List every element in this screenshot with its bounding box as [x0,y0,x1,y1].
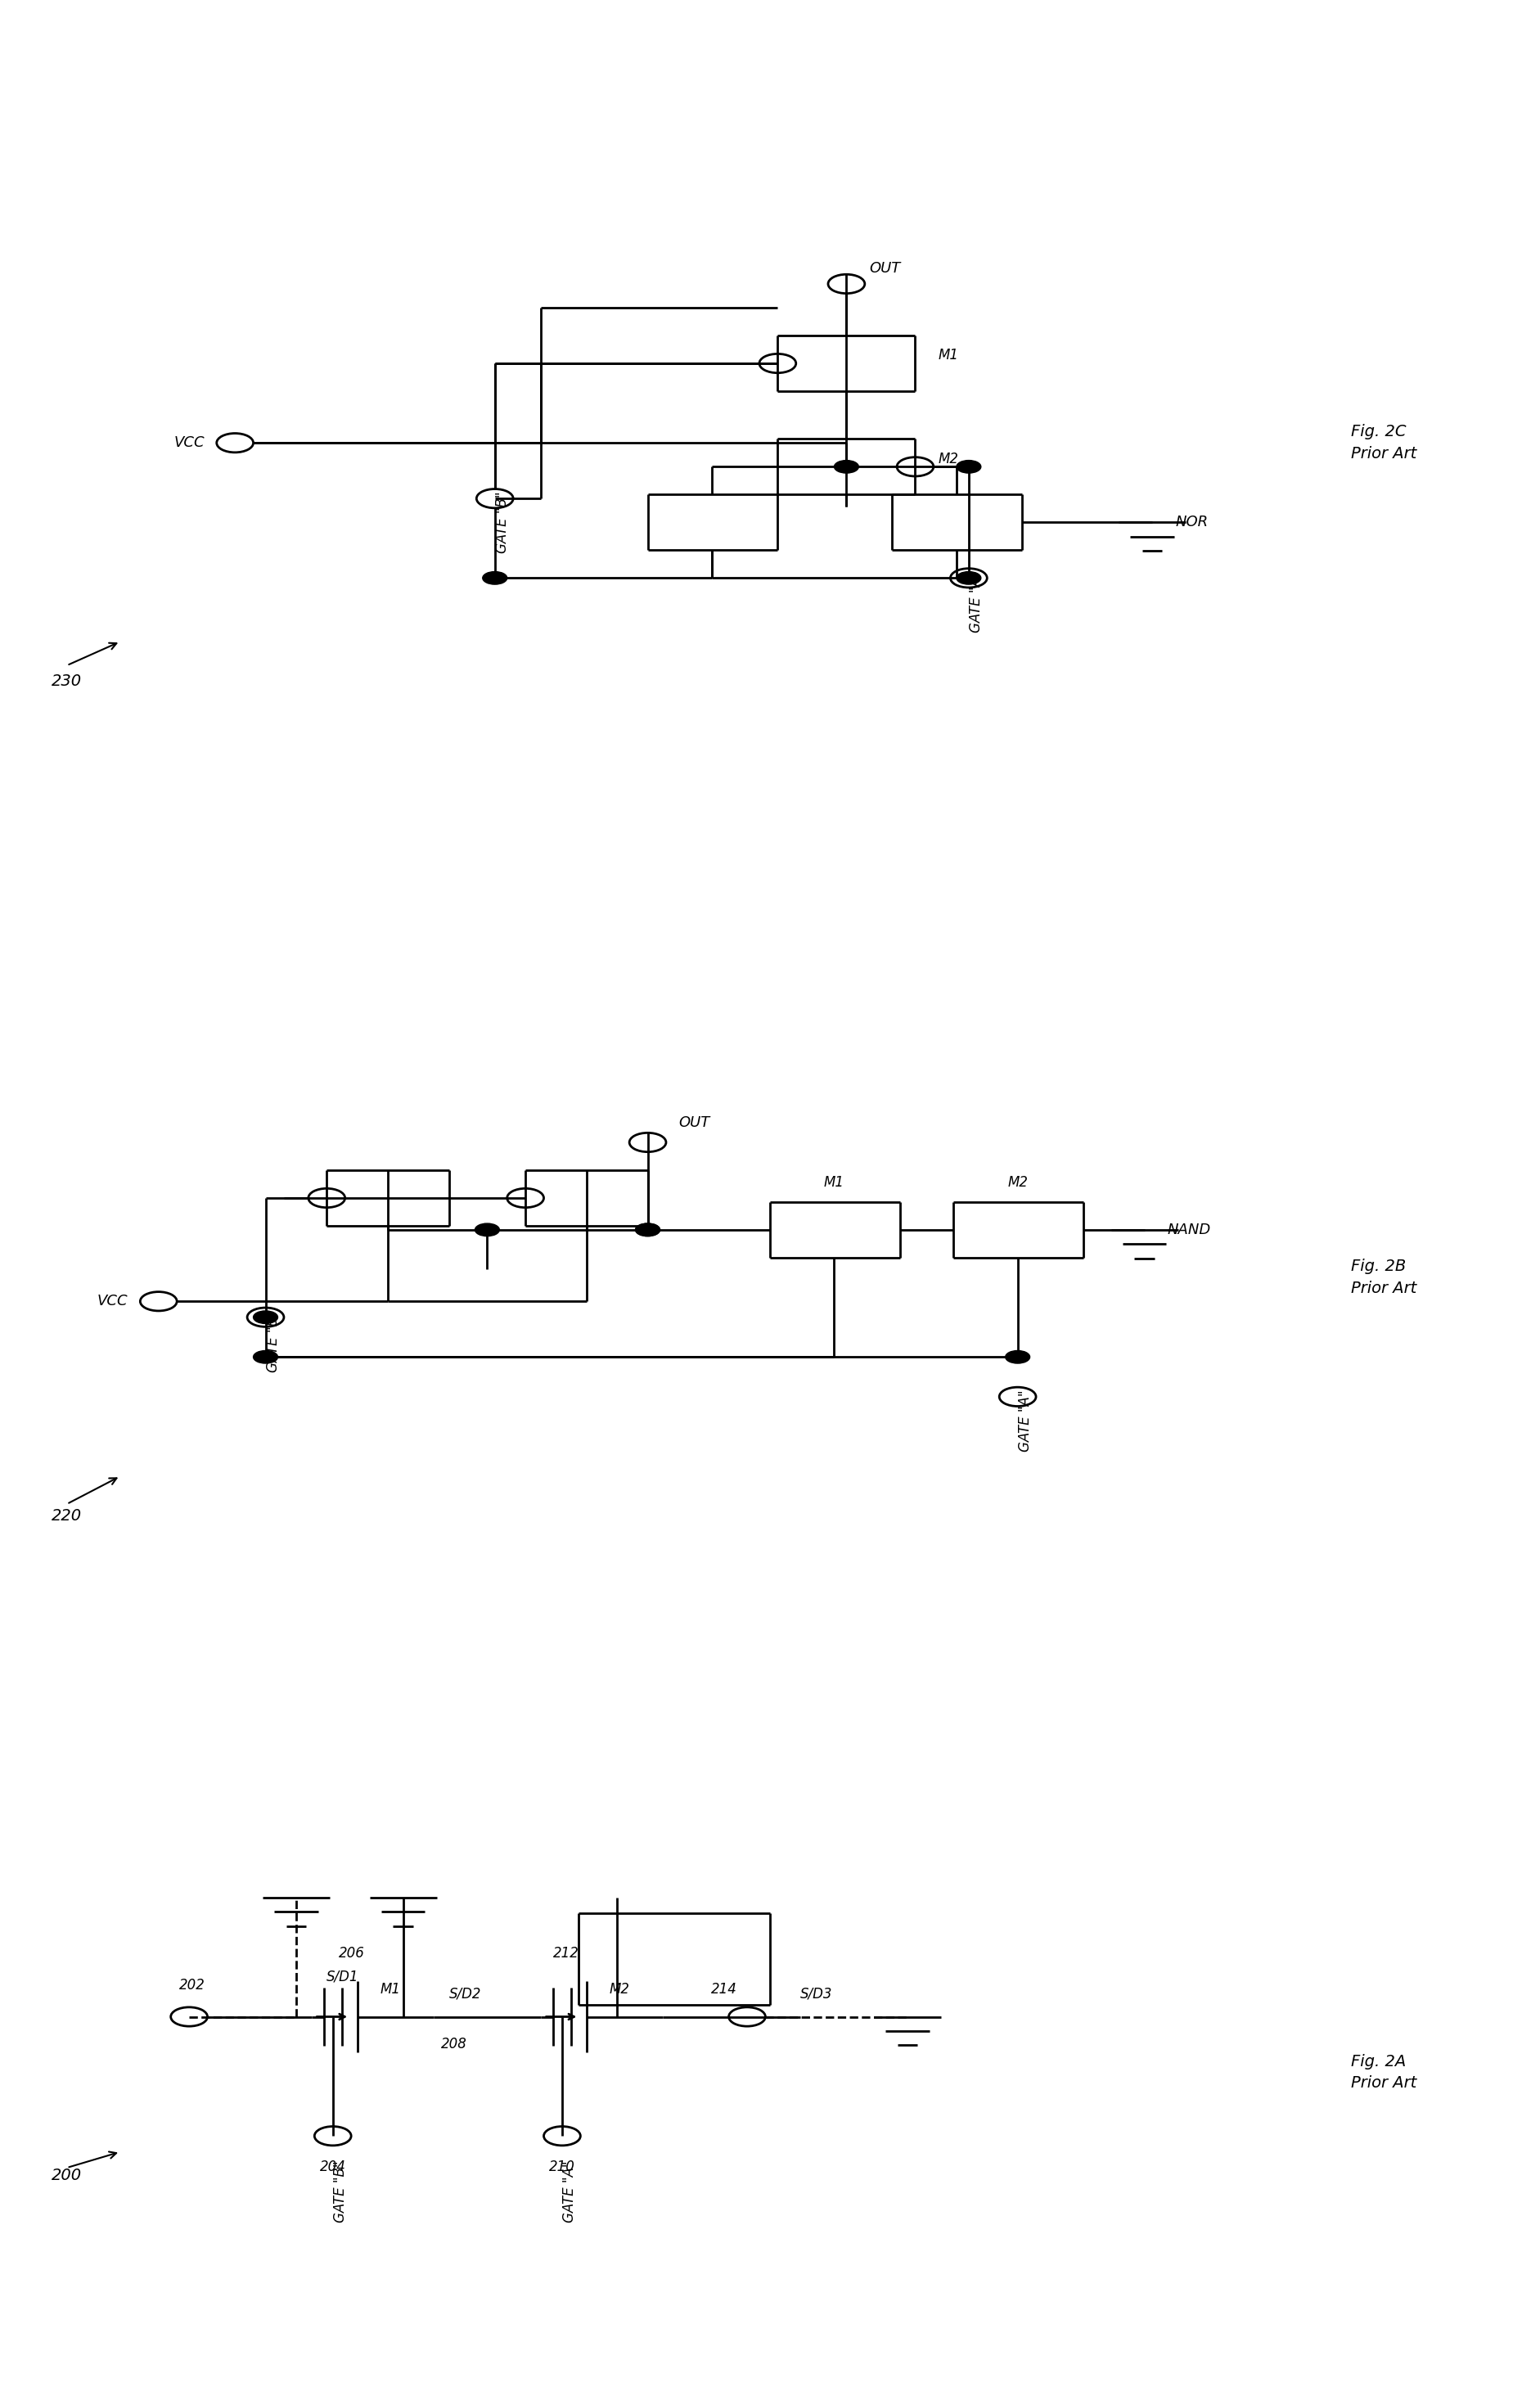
Circle shape [482,573,507,585]
Text: M1: M1 [824,1176,844,1191]
Text: 204: 204 [320,2159,346,2176]
Text: NAND: NAND [1167,1222,1210,1236]
Text: M2: M2 [610,1981,630,1996]
Text: GATE "B": GATE "B" [265,1311,280,1373]
Circle shape [253,1311,277,1323]
Text: 202: 202 [179,1979,205,1993]
Text: OUT: OUT [678,1117,710,1131]
Circle shape [253,1351,277,1363]
Text: M1: M1 [380,1981,400,1996]
Circle shape [636,1224,661,1236]
Text: M2: M2 [938,450,958,467]
Circle shape [835,460,859,472]
Text: 220: 220 [51,1507,82,1524]
Circle shape [1006,1351,1030,1363]
Text: VCC: VCC [97,1294,128,1308]
Text: OUT: OUT [870,261,901,276]
Text: GATE "A": GATE "A" [1018,1390,1032,1452]
Text: S/D1: S/D1 [326,1970,359,1984]
Circle shape [474,1224,499,1236]
Text: Fig. 2B
Prior Art: Fig. 2B Prior Art [1351,1258,1417,1296]
Text: 212: 212 [553,1946,579,1960]
Text: Fig. 2C
Prior Art: Fig. 2C Prior Art [1351,424,1417,462]
Text: 210: 210 [550,2159,574,2176]
Text: 214: 214 [711,1981,738,1996]
Text: M1: M1 [938,347,958,362]
Text: 200: 200 [51,2168,82,2183]
Text: GATE "A": GATE "A" [562,2161,578,2223]
Text: S/D2: S/D2 [450,1986,482,2001]
Text: M2: M2 [1007,1176,1027,1191]
Text: 208: 208 [442,2037,468,2051]
Circle shape [956,460,981,472]
Text: 230: 230 [51,673,82,690]
Text: Fig. 2A
Prior Art: Fig. 2A Prior Art [1351,2053,1417,2092]
Text: S/D3: S/D3 [801,1986,833,2001]
Text: GATE "B": GATE "B" [494,491,510,553]
Text: GATE "A": GATE "A" [969,570,984,633]
Text: NOR: NOR [1175,515,1207,530]
Circle shape [956,573,981,585]
Text: VCC: VCC [174,436,205,450]
Text: 206: 206 [339,1946,365,1960]
Text: GATE "B": GATE "B" [333,2161,348,2223]
Circle shape [636,1224,661,1236]
